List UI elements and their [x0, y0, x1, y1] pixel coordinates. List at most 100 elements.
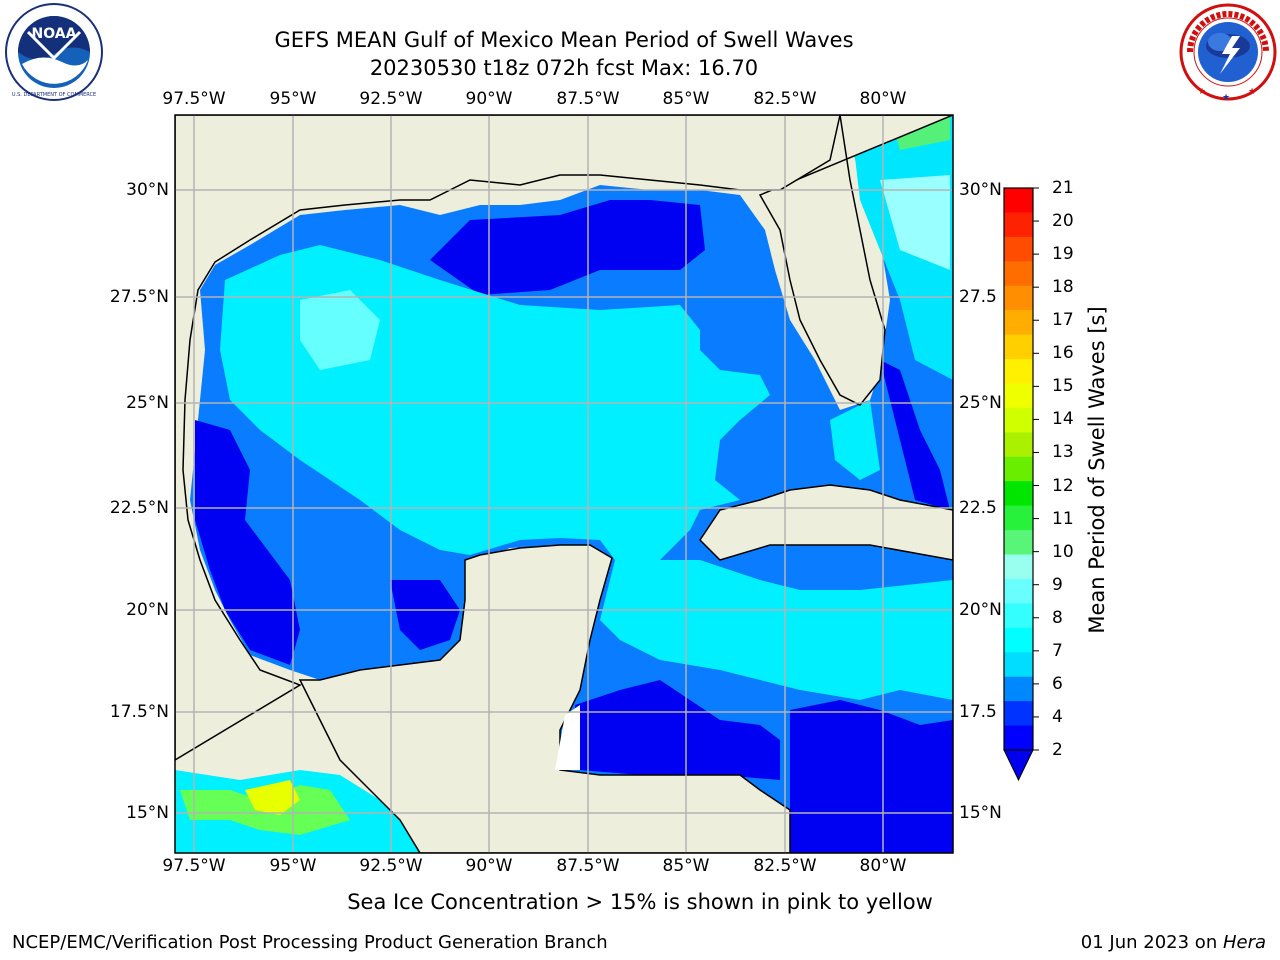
colorbar-tick-label: 14: [1052, 409, 1074, 430]
lat-label-right: 27.5: [959, 287, 997, 307]
swell-band-low-caribbean: [790, 700, 953, 853]
swell-band-light-2: [880, 175, 950, 270]
colorbar-tick-label: 16: [1052, 343, 1074, 364]
colorbar-tick-label: 8: [1052, 607, 1063, 628]
map-frame: [174, 114, 954, 854]
lat-label-right: 15°N: [959, 803, 1002, 823]
colorbar-segment-0: [1004, 188, 1033, 213]
svg-text:★: ★: [1248, 87, 1256, 97]
lon-label-top: 92.5°W: [359, 89, 423, 109]
producer-credit: NCEP/EMC/Verification Post Processing Pr…: [12, 932, 608, 953]
lon-label-bottom: 92.5°W: [359, 856, 423, 876]
lon-label-top: 97.5°W: [162, 89, 226, 109]
swell-band-low-west: [195, 420, 300, 665]
noaa-logo-text: NOAA: [32, 26, 77, 42]
colorbar-segment-16: [1004, 578, 1033, 604]
lat-label-left: 25°N: [126, 393, 169, 413]
colorbar-segment-5: [1004, 310, 1033, 336]
lon-label-bottom: 80°W: [859, 856, 907, 876]
coastal-fringe: [555, 705, 580, 770]
lat-label-left: 20°N: [126, 600, 169, 620]
lat-label-left: 15°N: [126, 803, 169, 823]
lat-label-left: 17.5°N: [109, 702, 169, 722]
colorbar-segment-8: [1004, 383, 1033, 409]
colorbar-under-arrow: [1003, 749, 1034, 782]
lat-label-left: 30°N: [126, 180, 169, 200]
lat-label-right: 30°N: [959, 180, 1002, 200]
lon-label-top: 82.5°W: [753, 89, 817, 109]
colorbar-segment-15: [1004, 554, 1033, 580]
colorbar-segment-7: [1004, 359, 1033, 384]
lon-label-top: 95°W: [269, 89, 317, 109]
colorbar-tick-label: 11: [1052, 508, 1074, 529]
plot-subtitle: 20230530 t18z 072h fcst Max: 16.70: [369, 56, 759, 80]
lon-label-bottom: 82.5°W: [753, 856, 817, 876]
lon-label-top: 85°W: [662, 89, 710, 109]
colorbar-tick-label: 20: [1052, 211, 1074, 232]
swell-band-low-yucatan: [575, 680, 780, 780]
colorbar-segment-6: [1004, 334, 1033, 360]
colorbar-segment-1: [1004, 212, 1033, 238]
colorbar-segment-19: [1004, 652, 1033, 678]
land-yucatan-central-america: [298, 544, 791, 853]
colorbar-segment-10: [1004, 432, 1033, 458]
lat-label-left: 22.5°N: [109, 498, 169, 518]
colorbar-tick-label: 9: [1052, 574, 1063, 595]
swell-band-low-north: [430, 200, 705, 295]
colorbar-tick-label: 21: [1052, 178, 1074, 198]
land-cuba: [699, 484, 953, 561]
colorbar-tick-label: 2: [1052, 740, 1063, 760]
colorbar-frame: [1003, 187, 1034, 751]
colorbar-segment-2: [1004, 236, 1033, 262]
colorbar-tick-label: 7: [1052, 640, 1063, 661]
colorbar-segment-21: [1004, 701, 1033, 727]
land-florida: [758, 115, 953, 406]
lat-label-right: 20°N: [959, 600, 1002, 620]
lat-label-left: 27.5°N: [109, 287, 169, 307]
colorbar-segment-20: [1004, 676, 1033, 702]
run-date: 01 Jun 2023 on Hera: [1080, 932, 1266, 953]
lon-label-top: 90°W: [465, 89, 513, 109]
colorbar-tick-label: 19: [1052, 244, 1074, 265]
lon-label-top: 87.5°W: [556, 89, 620, 109]
colorbar-segment-9: [1004, 407, 1033, 433]
colorbar-segment-12: [1004, 481, 1033, 507]
svg-text:★: ★: [1222, 93, 1230, 102]
lat-label-right: 22.5: [959, 498, 997, 518]
lon-label-top: 80°W: [859, 89, 907, 109]
colorbar-segment-18: [1004, 627, 1033, 653]
colorbar-tick-label: 17: [1052, 310, 1074, 331]
svg-text:★: ★: [1198, 87, 1206, 97]
colorbar-segment-4: [1004, 285, 1033, 311]
pacific-swell-high: [245, 780, 300, 815]
lat-label-right: 25°N: [959, 393, 1002, 413]
colorbar-tick-label: 4: [1052, 706, 1063, 727]
colorbar-tick-label: 12: [1052, 475, 1074, 496]
lat-label-right: 17.5: [959, 702, 997, 722]
swell-band-low-straits: [880, 360, 950, 510]
colorbar-label: Mean Period of Swell Waves [s]: [1085, 306, 1109, 634]
colorbar-segment-17: [1004, 603, 1033, 629]
host-name: Hera: [1222, 932, 1266, 953]
swell-band-mid-central: [220, 245, 953, 700]
noaa-logo-icon: NOAA U.S. DEPARTMENT OF COMMERCE: [5, 3, 103, 101]
svg-text:U.S. DEPARTMENT OF COMMERCE: U.S. DEPARTMENT OF COMMERCE: [12, 92, 96, 98]
lon-label-bottom: 87.5°W: [556, 856, 620, 876]
colorbar-segment-22: [1004, 725, 1033, 751]
nws-logo-icon: ★ ★ ★: [1179, 3, 1277, 102]
colorbar-tick-label: 10: [1052, 541, 1074, 562]
swell-band-light-1: [300, 290, 380, 370]
lon-label-bottom: 85°W: [662, 856, 710, 876]
colorbar-segment-11: [1004, 456, 1033, 482]
lon-label-bottom: 90°W: [465, 856, 513, 876]
lon-label-bottom: 95°W: [269, 856, 317, 876]
colorbar-segment-14: [1004, 530, 1033, 556]
map-layers: [175, 115, 953, 853]
colorbar-tick-label: 6: [1052, 673, 1063, 694]
lon-label-bottom: 97.5°W: [162, 856, 226, 876]
colorbar-tick-label: 13: [1052, 442, 1074, 463]
sea-ice-note: Sea Ice Concentration > 15% is shown in …: [347, 890, 933, 914]
swell-band-mid-straits: [830, 400, 880, 480]
plot-title: GEFS MEAN Gulf of Mexico Mean Period of …: [274, 28, 854, 52]
